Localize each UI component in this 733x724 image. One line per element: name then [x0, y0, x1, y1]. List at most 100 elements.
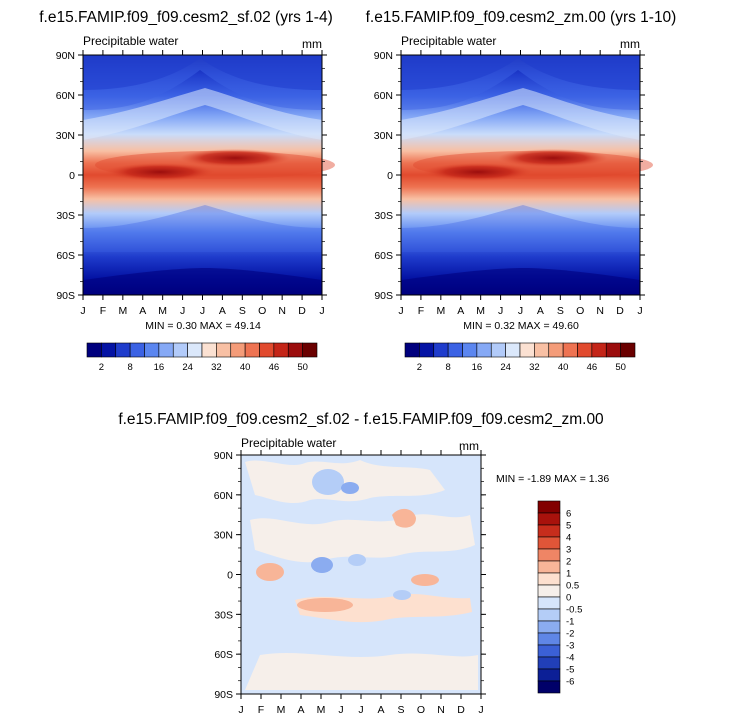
colorbar-swatch [577, 342, 593, 358]
colorbar-label: 2 [417, 362, 422, 373]
colorbar-swatch [404, 342, 420, 358]
x-tick-label: S [239, 305, 246, 317]
colorbar-swatch [216, 342, 232, 358]
colorbar-swatch [433, 342, 449, 358]
colorbar-swatch [490, 342, 506, 358]
colorbar-swatch [534, 342, 550, 358]
min-max-stats: MIN = 0.30 MAX = 49.14 [145, 320, 261, 332]
colorbar-swatch [537, 536, 561, 550]
y-tick-label: 90S [214, 689, 233, 701]
colorbar-swatch [562, 342, 578, 358]
colorbar-swatch [187, 342, 203, 358]
min-max-stats: MIN = -1.89 MAX = 1.36 [496, 473, 609, 485]
colorbar-swatch [302, 342, 318, 358]
colorbar-label: 32 [211, 362, 222, 373]
colorbar-swatch [158, 342, 174, 358]
colorbar-swatch [172, 342, 188, 358]
colorbar-label: 40 [240, 362, 251, 373]
x-tick-label: A [377, 704, 384, 716]
colorbar-label: 4 [566, 533, 571, 544]
x-tick-label: F [418, 305, 424, 317]
colorbar-swatch [537, 500, 561, 514]
colorbar-label: 3 [566, 545, 571, 556]
x-tick-label: J [498, 305, 503, 317]
units-label: mm [459, 439, 479, 453]
x-tick-label: A [219, 305, 226, 317]
x-tick-label: O [417, 704, 425, 716]
y-tick-label: 60N [374, 90, 393, 102]
x-tick-label: N [596, 305, 604, 317]
x-tick-label: J [637, 305, 642, 317]
y-tick-label: 90S [374, 290, 393, 302]
min-max-stats: MIN = 0.32 MAX = 49.60 [463, 320, 579, 332]
colorbar-swatch [476, 342, 492, 358]
y-tick-label: 60N [214, 490, 233, 502]
x-tick-label: O [258, 305, 266, 317]
x-tick-label: A [537, 305, 544, 317]
colorbar-label: 40 [558, 362, 569, 373]
colorbar: 2 8 16 24 32 40 46 50 [404, 342, 636, 373]
colorbar-label: 1 [566, 569, 571, 580]
colorbar-swatch [462, 342, 478, 358]
colorbar-label: 32 [529, 362, 540, 373]
colorbar-label: -2 [566, 629, 574, 640]
panel-test: f.e15.FAMIP.f09_f09.cesm2_zm.00 (yrs 1-1… [366, 9, 677, 373]
x-tick-label: J [518, 305, 523, 317]
colorbar-label: 2 [99, 362, 104, 373]
colorbar-label: 16 [472, 362, 483, 373]
colorbar-swatch [605, 342, 621, 358]
colorbar-label: 50 [615, 362, 626, 373]
x-tick-label: J [338, 704, 343, 716]
x-tick-label: M [436, 305, 445, 317]
colorbar-label: 5 [566, 521, 571, 532]
colorbar-swatch [537, 572, 561, 586]
field-contours [401, 55, 653, 295]
x-tick-label: J [80, 305, 85, 317]
colorbar-swatch [537, 584, 561, 598]
units-label: mm [620, 37, 640, 51]
panel-control: f.e15.FAMIP.f09_f09.cesm2_sf.02 (yrs 1-4… [39, 9, 335, 373]
colorbar-label: 8 [445, 362, 450, 373]
y-axis: 90N 60N 30N 0 30S 60S 90S [56, 50, 327, 302]
x-tick-label: N [278, 305, 286, 317]
colorbar-swatch [537, 560, 561, 574]
panel-title: f.e15.FAMIP.f09_f09.cesm2_zm.00 (yrs 1-1… [366, 9, 677, 26]
colorbar-swatch [620, 342, 636, 358]
colorbar-swatch [537, 548, 561, 562]
colorbar-swatch [537, 608, 561, 622]
y-tick-label: 0 [227, 570, 233, 582]
y-tick-label: 60N [56, 90, 75, 102]
colorbar-swatch [537, 680, 561, 694]
x-tick-label: M [277, 704, 286, 716]
x-tick-label: A [457, 305, 464, 317]
colorbar-swatch [519, 342, 535, 358]
colorbar-swatch [537, 656, 561, 670]
colorbar-swatch [230, 342, 246, 358]
x-tick-label: J [358, 704, 363, 716]
y-tick-label: 90S [56, 290, 75, 302]
colorbar-swatch [537, 596, 561, 610]
variable-label: Precipitable water [83, 34, 178, 48]
colorbar-label: 24 [182, 362, 193, 373]
colorbar-label: -3 [566, 641, 574, 652]
x-tick-label: J [478, 704, 483, 716]
y-tick-label: 90N [214, 450, 233, 462]
y-tick-label: 30N [214, 530, 233, 542]
x-tick-label: M [476, 305, 485, 317]
units-label: mm [302, 37, 322, 51]
variable-label: Precipitable water [401, 34, 496, 48]
y-tick-label: 30N [56, 130, 75, 142]
colorbar-label: 0.5 [566, 581, 579, 592]
panel-title: f.e15.FAMIP.f09_f09.cesm2_sf.02 - f.e15.… [118, 411, 604, 428]
x-tick-label: J [319, 305, 324, 317]
x-tick-label: O [576, 305, 584, 317]
x-tick-label: S [557, 305, 564, 317]
colorbar: 2 8 16 24 32 40 46 50 [86, 342, 318, 373]
colorbar-swatch [419, 342, 435, 358]
colorbar-swatch [447, 342, 463, 358]
x-tick-label: D [457, 704, 465, 716]
x-tick-label: J [180, 305, 185, 317]
